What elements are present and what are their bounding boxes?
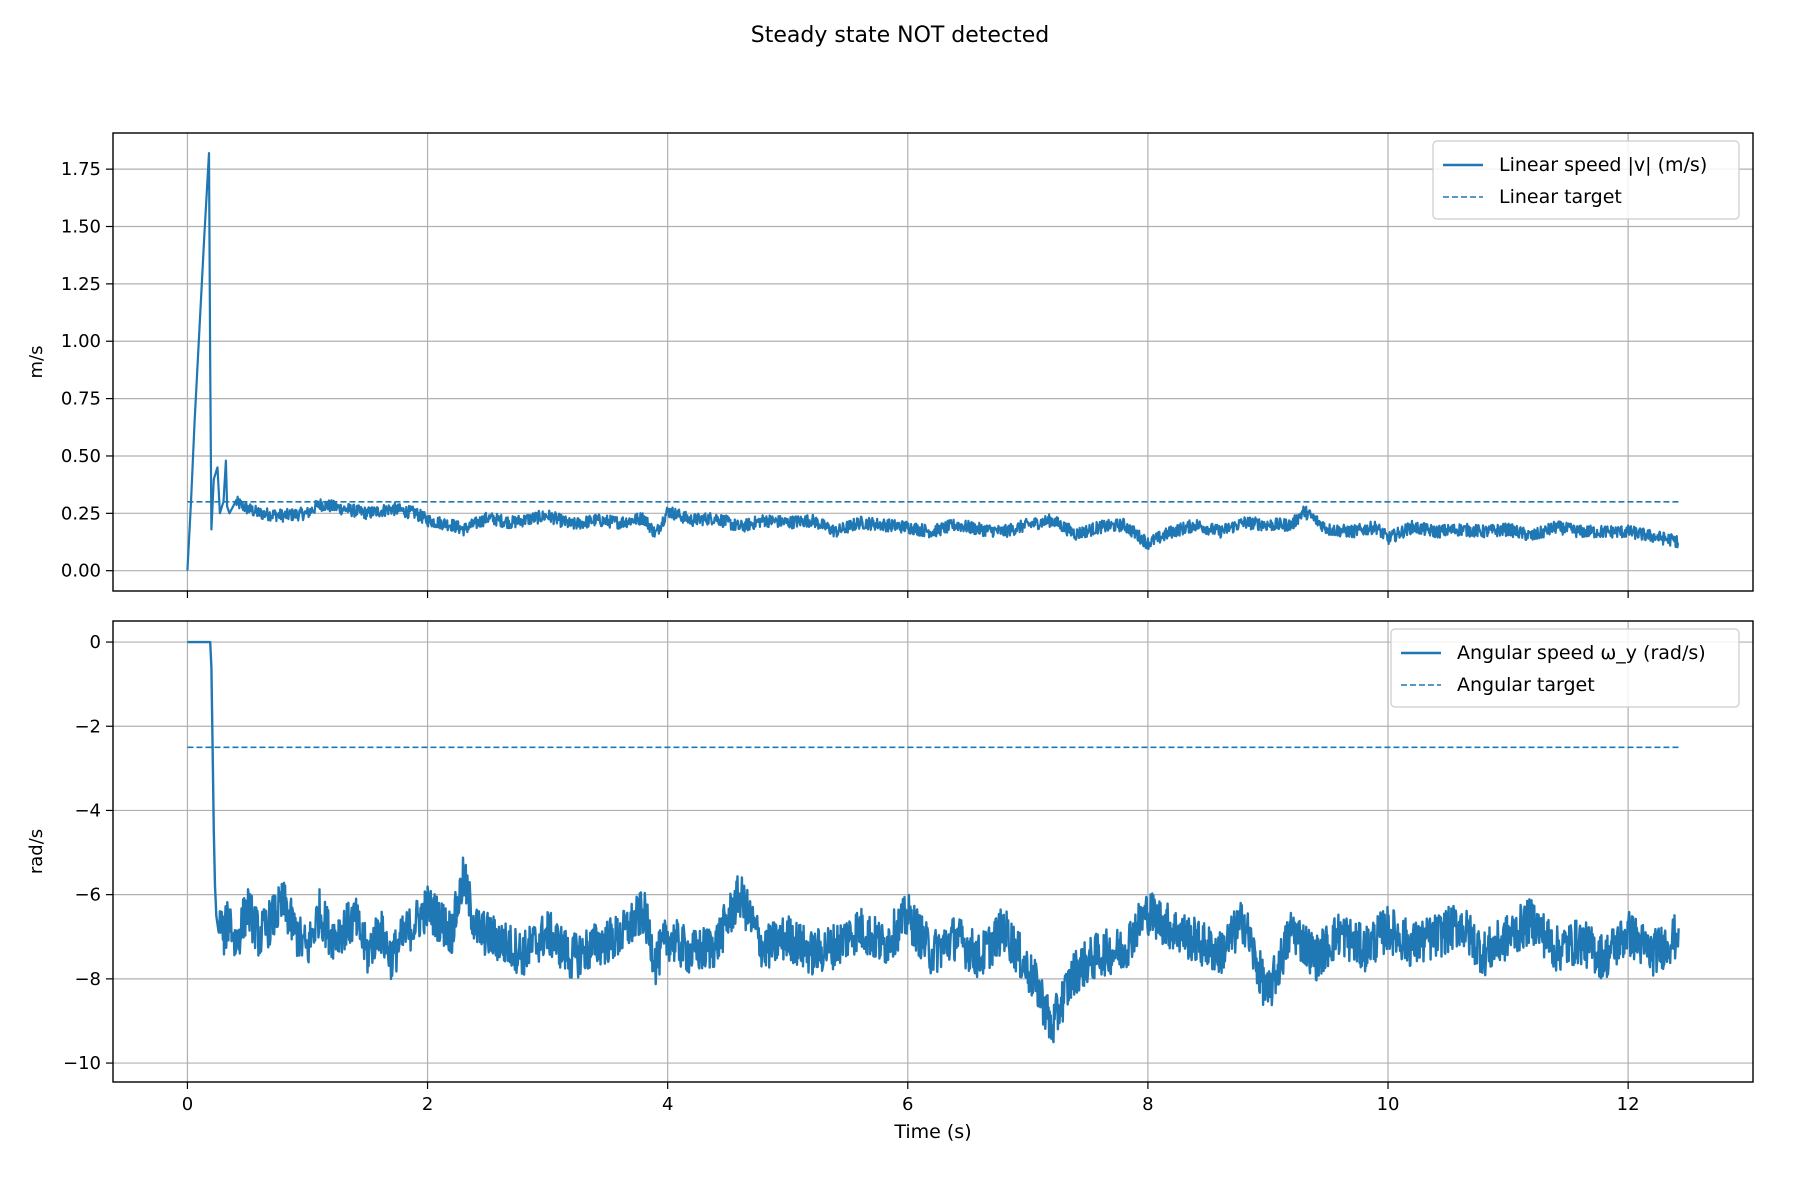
x-tick-label: 10 [1377,1094,1400,1115]
y-tick-label: 1.50 [61,217,101,238]
y-tick-label: 0 [90,632,101,653]
y-tick-label: 1.00 [61,331,101,352]
axes-container: 0.00 0.25 0.50 0.75 1.00 1.25 1.50 1.75 m/s Linea… [26,132,1754,1143]
x-tick-label: 12 [1617,1094,1640,1115]
legend-box [1432,140,1740,220]
chart-axes-1: 0.00 0.25 0.50 0.75 1.00 1.25 1.50 1.75 m/s Linea… [26,132,1754,598]
series-line-2-1 [187,640,1680,1044]
x-tick-label: 2 [422,1094,433,1115]
legend-2: Angular speed ω_y (rad/s) Angular target [1390,628,1740,708]
plot-area [186,152,1680,571]
y-tick-label: 1.25 [61,274,101,295]
chart-axes-2: 0 2 4 6 8 10 12 0 −2 −4 −6 −8 −10 rad/s Time (s) Angula… [26,620,1754,1143]
y-axis-label: m/s [26,346,47,379]
figure-title: Steady state NOT detected [751,23,1049,48]
y-tick-label: 0.50 [61,446,101,467]
series-line-1-1 [186,152,1680,571]
y-tick-label: 1.75 [61,159,101,180]
legend-label: Linear target [1499,186,1622,208]
legend-label: Angular speed ω_y (rad/s) [1457,642,1706,664]
y-tick-label: −4 [74,800,101,821]
x-tick-label: 0 [182,1094,193,1115]
legend-label: Angular target [1457,674,1595,696]
y-tick-label: −6 [74,885,101,906]
axes-frame [112,620,1754,1083]
plot-area [187,640,1680,1044]
legend-1: Linear speed |v| (m/s) Linear target [1432,140,1740,220]
legend-box [1390,628,1740,708]
y-tick-label: −2 [74,716,101,737]
x-axis-label: Time (s) [893,1121,971,1143]
y-tick-label: −8 [74,969,101,990]
x-tick-label: 4 [662,1094,673,1115]
y-tick-label: 0.75 [61,389,101,410]
legend-label: Linear speed |v| (m/s) [1499,154,1707,176]
x-tick-label: 6 [902,1094,913,1115]
axes-frame [112,132,1754,592]
y-tick-label: 0.25 [61,503,101,524]
x-tick-label: 8 [1142,1094,1153,1115]
y-axis-label: rad/s [26,829,47,874]
y-tick-label: −10 [63,1053,101,1074]
y-tick-label: 0.00 [61,561,101,582]
